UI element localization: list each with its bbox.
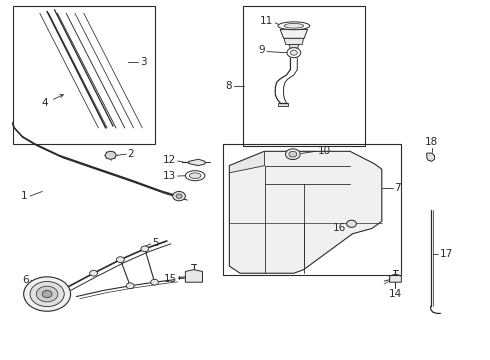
Text: 16: 16 (332, 224, 345, 233)
Circle shape (126, 283, 134, 289)
Circle shape (90, 270, 98, 276)
Polygon shape (229, 151, 265, 173)
Text: 15: 15 (163, 274, 176, 284)
Circle shape (291, 50, 297, 55)
Polygon shape (185, 270, 202, 282)
Text: 17: 17 (440, 248, 453, 258)
Polygon shape (229, 151, 382, 273)
Circle shape (289, 151, 297, 157)
Circle shape (176, 194, 182, 198)
Text: 1: 1 (21, 191, 27, 201)
Ellipse shape (189, 173, 201, 179)
Text: 2: 2 (128, 149, 134, 159)
Polygon shape (280, 30, 308, 39)
Polygon shape (390, 274, 401, 282)
Ellipse shape (284, 23, 304, 28)
Circle shape (141, 246, 149, 252)
Circle shape (24, 277, 71, 311)
Text: 18: 18 (425, 137, 438, 147)
Ellipse shape (278, 22, 310, 30)
Polygon shape (289, 44, 299, 48)
Text: 13: 13 (162, 171, 175, 181)
Circle shape (287, 48, 301, 58)
Ellipse shape (185, 171, 205, 181)
Bar (13, 6, 155, 144)
Circle shape (172, 192, 185, 201)
Circle shape (30, 282, 64, 307)
Text: 5: 5 (152, 238, 159, 248)
Text: 8: 8 (226, 81, 232, 91)
Polygon shape (427, 153, 435, 161)
Circle shape (117, 257, 124, 262)
Bar (278, 103, 288, 106)
Text: 9: 9 (258, 45, 265, 55)
Bar (243, 6, 365, 146)
Circle shape (151, 279, 159, 285)
Text: 6: 6 (23, 275, 29, 285)
Bar (223, 144, 401, 275)
Circle shape (36, 286, 58, 302)
Text: 3: 3 (140, 57, 147, 67)
Text: 14: 14 (389, 289, 402, 300)
Text: 7: 7 (394, 183, 401, 193)
Circle shape (346, 220, 356, 227)
Circle shape (105, 151, 116, 159)
Text: 4: 4 (41, 95, 63, 108)
Text: 10: 10 (318, 145, 330, 156)
Circle shape (286, 149, 300, 159)
Text: 11: 11 (260, 17, 273, 27)
Polygon shape (189, 159, 205, 166)
Polygon shape (284, 39, 304, 44)
Circle shape (42, 291, 52, 298)
Text: 12: 12 (162, 155, 175, 165)
